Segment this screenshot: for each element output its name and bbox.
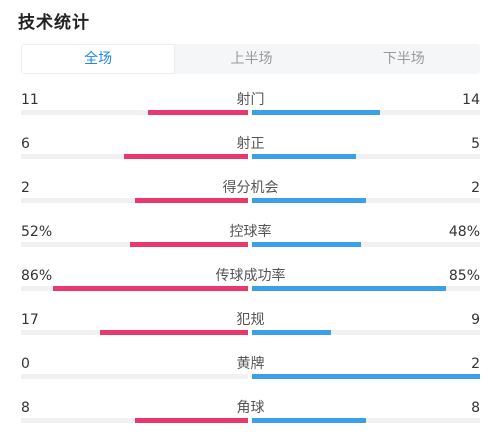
home-value: 2 [21, 180, 30, 196]
tab-first-half[interactable]: 上半场 [230, 51, 273, 67]
away-bar-track [252, 198, 480, 203]
away-value: 14 [462, 92, 480, 108]
away-bar-track [252, 418, 480, 423]
home-value: 6 [21, 136, 30, 152]
stat-row: 17 犯规 9 [21, 312, 480, 340]
stat-row: 6 射正 5 [21, 136, 480, 164]
home-bar [134, 198, 248, 203]
home-bar-track [21, 330, 248, 335]
home-value: 0 [21, 356, 30, 372]
section-title: 技术统计 [18, 13, 90, 33]
away-bar [252, 374, 480, 379]
tab-full-match[interactable]: 全场 [21, 44, 176, 74]
away-bar [252, 242, 362, 247]
stat-label: 射正 [236, 136, 265, 152]
away-value: 2 [471, 356, 480, 372]
away-bar [252, 198, 366, 203]
home-bar [99, 330, 248, 335]
home-bar [134, 418, 248, 423]
home-bar [52, 286, 248, 291]
away-bar-track [252, 286, 480, 291]
stat-row: 11 射门 14 [21, 92, 480, 120]
away-bar-track [252, 374, 480, 379]
stat-row: 2 得分机会 2 [21, 180, 480, 208]
stat-label: 得分机会 [222, 180, 279, 196]
home-value: 86% [21, 268, 53, 284]
home-bar-track [21, 110, 248, 115]
away-bar-track [252, 330, 480, 335]
away-bar [252, 110, 380, 115]
home-bar [124, 154, 248, 159]
home-value: 8 [21, 400, 30, 416]
away-bar-track [252, 110, 480, 115]
away-value: 2 [471, 180, 480, 196]
away-bar [252, 330, 331, 335]
home-bar [148, 110, 248, 115]
home-value: 17 [21, 312, 39, 328]
away-bar [252, 286, 446, 291]
tab-second-half[interactable]: 下半场 [382, 51, 425, 67]
home-bar-track [21, 286, 248, 291]
home-bar-track [21, 374, 248, 379]
home-bar [129, 242, 248, 247]
stat-row: 0 黄牌 2 [21, 356, 480, 384]
stat-row: 52% 控球率 48% [21, 224, 480, 252]
home-value: 52% [21, 224, 53, 240]
stat-label: 犯规 [236, 312, 265, 328]
away-value: 48% [448, 224, 480, 240]
stat-label: 控球率 [229, 224, 272, 240]
away-bar [252, 154, 356, 159]
away-bar-track [252, 154, 480, 159]
stat-row: 8 角球 8 [21, 400, 480, 428]
stat-row: 86% 传球成功率 85% [21, 268, 480, 296]
home-bar-track [21, 418, 248, 423]
stat-label: 黄牌 [236, 356, 265, 372]
away-bar [252, 418, 366, 423]
away-value: 9 [471, 312, 480, 328]
home-bar-track [21, 242, 248, 247]
home-value: 11 [21, 92, 39, 108]
home-bar-track [21, 198, 248, 203]
stat-label: 传球成功率 [215, 268, 286, 284]
away-value: 5 [471, 136, 480, 152]
away-value: 85% [448, 268, 480, 284]
away-bar-track [252, 242, 480, 247]
stat-label: 角球 [236, 400, 265, 416]
home-bar-track [21, 154, 248, 159]
period-tabs: 全场 上半场 下半场 [21, 44, 480, 74]
stat-label: 射门 [236, 92, 265, 108]
away-value: 8 [471, 400, 480, 416]
